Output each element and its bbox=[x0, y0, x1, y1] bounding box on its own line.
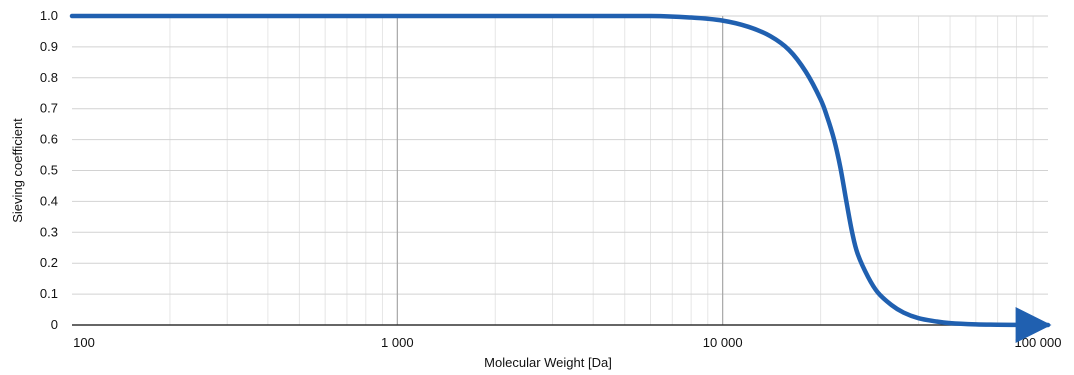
series-line-0 bbox=[69, 13, 1052, 344]
x-tick-label: 10 000 bbox=[703, 335, 743, 350]
y-tick-label: 1.0 bbox=[40, 8, 58, 23]
x-tick-label: 1 000 bbox=[381, 335, 414, 350]
x-tick-label: 100 000 bbox=[1015, 335, 1062, 350]
y-tick-label: 0.4 bbox=[40, 193, 58, 208]
y-tick-label: 0.1 bbox=[40, 286, 58, 301]
series-layer bbox=[69, 13, 1052, 344]
y-tick-label: 0 bbox=[51, 317, 58, 332]
major-grid bbox=[72, 15, 1048, 325]
y-tick-labels: 0 0.1 0.2 0.3 0.4 0.5 0.6 0.7 0.8 0.9 1.0 bbox=[40, 8, 58, 332]
y-tick-label: 0.8 bbox=[40, 70, 58, 85]
y-tick-label: 0.2 bbox=[40, 255, 58, 270]
y-axis-title: Sieving coefficient bbox=[10, 118, 25, 223]
y-tick-label: 0.9 bbox=[40, 39, 58, 54]
x-axis-title: Molecular Weight [Da] bbox=[484, 355, 612, 370]
y-tick-label: 0.6 bbox=[40, 132, 58, 147]
y-tick-label: 0.5 bbox=[40, 163, 58, 178]
y-tick-label: 0.3 bbox=[40, 224, 58, 239]
x-tick-labels: 100 1 000 10 000 100 000 bbox=[73, 335, 1061, 350]
x-tick-label: 100 bbox=[73, 335, 95, 350]
y-tick-label: 0.7 bbox=[40, 101, 58, 116]
